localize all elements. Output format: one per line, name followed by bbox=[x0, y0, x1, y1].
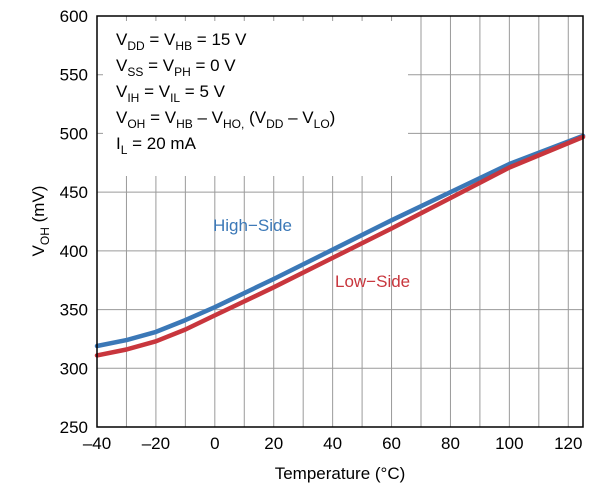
series-line-high-side bbox=[94, 133, 586, 349]
y-tick-label: 550 bbox=[60, 66, 88, 85]
y-tick-label: 300 bbox=[60, 359, 88, 378]
y-tick-label: 400 bbox=[60, 242, 88, 261]
series-line-low-side bbox=[94, 134, 586, 358]
x-tick-label: 0 bbox=[210, 434, 219, 453]
x-tick-label: 40 bbox=[323, 434, 342, 453]
conditions-box bbox=[103, 21, 408, 176]
x-tick-label: –40 bbox=[83, 434, 111, 453]
test-conditions: VDD = VHB = 15 V VSS = VPH = 0 V VIH = VIL… bbox=[116, 30, 335, 157]
condition-line: VIH = VIL = 5 V bbox=[116, 82, 226, 105]
series-lines bbox=[94, 133, 586, 358]
series-labels: High−Side Low−Side bbox=[213, 216, 410, 291]
x-tick-labels: –40 –20 0 20 40 60 80 100 120 bbox=[83, 434, 583, 453]
y-tick-label: 600 bbox=[60, 7, 88, 26]
x-axis-title: Temperature (°C) bbox=[275, 464, 406, 483]
y-axis-title: VOH (mV) bbox=[29, 186, 52, 257]
condition-line: VDD = VHB = 15 V bbox=[116, 30, 247, 53]
y-tick-label: 500 bbox=[60, 124, 88, 143]
y-tick-label: 350 bbox=[60, 301, 88, 320]
y-tick-label: 250 bbox=[60, 418, 88, 437]
condition-line: VOH = VHB – VHO, (VDD – VLO) bbox=[116, 108, 335, 131]
series-label-low-side: Low−Side bbox=[335, 272, 410, 291]
x-tick-label: 20 bbox=[264, 434, 283, 453]
x-tick-label: –20 bbox=[142, 434, 170, 453]
series-label-high-side: High−Side bbox=[213, 216, 292, 235]
y-tick-label: 450 bbox=[60, 183, 88, 202]
x-tick-label: 100 bbox=[495, 434, 523, 453]
y-tick-labels: 250 300 350 400 450 500 550 600 bbox=[60, 7, 88, 437]
x-tick-label: 120 bbox=[554, 434, 582, 453]
x-tick-label: 60 bbox=[382, 434, 401, 453]
plot-border bbox=[96, 15, 584, 428]
x-tick-label: 80 bbox=[441, 434, 460, 453]
condition-line: VSS = VPH = 0 V bbox=[116, 56, 236, 79]
condition-line: IL = 20 mA bbox=[116, 134, 197, 157]
